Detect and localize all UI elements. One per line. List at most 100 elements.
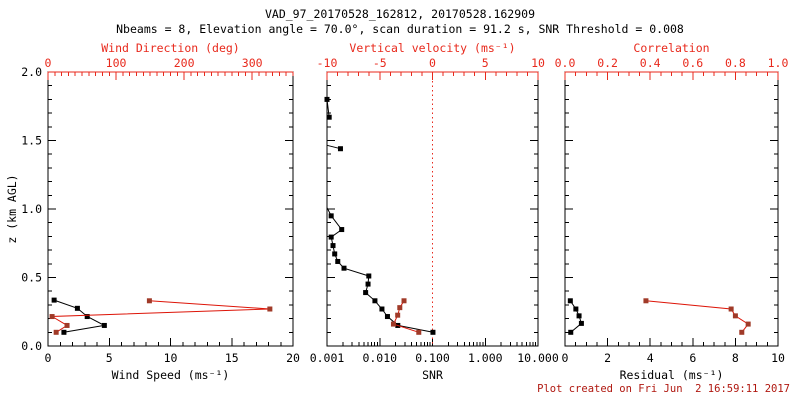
svg-text:300: 300: [242, 56, 263, 70]
vertical-velocity-marker: [397, 305, 403, 311]
wind-direction-marker: [64, 322, 70, 328]
svg-text:0.010: 0.010: [362, 351, 397, 365]
series-correlation: [643, 298, 751, 335]
svg-text:Residual (ms⁻¹): Residual (ms⁻¹): [620, 368, 724, 382]
svg-text:0: 0: [45, 56, 52, 70]
snr-profile-marker: [330, 243, 336, 249]
snr-profile-marker: [430, 329, 436, 335]
panel-snr-top-axis: [326, 71, 539, 80]
svg-text:8: 8: [732, 351, 739, 365]
y-axis-label: z (km AGL): [5, 174, 19, 243]
panel-wind-axes: [47, 71, 294, 347]
svg-text:2.0: 2.0: [21, 65, 42, 79]
correlation-marker: [732, 313, 738, 319]
snr-profile-marker: [328, 213, 334, 219]
panel-wind-top-axis: [47, 71, 294, 80]
svg-text:1.0: 1.0: [768, 56, 789, 70]
snr-profile-marker: [372, 298, 378, 304]
svg-text:-10: -10: [317, 56, 338, 70]
svg-text:10.000: 10.000: [517, 351, 559, 365]
residual-marker: [567, 298, 573, 304]
correlation-marker: [643, 298, 649, 304]
residual-marker: [573, 306, 579, 312]
residual-marker: [578, 320, 584, 326]
snr-profile-marker: [339, 227, 345, 233]
svg-text:Wind Direction (deg): Wind Direction (deg): [101, 41, 239, 55]
plot-title: VAD_97_20170528_162812, 20170528.162909: [264, 7, 536, 21]
vertical-velocity-marker: [401, 298, 407, 304]
snr-profile-marker: [363, 290, 369, 296]
svg-text:0: 0: [562, 351, 569, 365]
correlation-marker: [739, 329, 745, 335]
svg-text:0: 0: [45, 351, 52, 365]
svg-text:1.000: 1.000: [468, 351, 503, 365]
svg-text:-5: -5: [373, 56, 387, 70]
series-snr-profile: [324, 96, 436, 335]
snr-profile-marker: [324, 96, 330, 102]
svg-text:1.5: 1.5: [21, 134, 42, 148]
svg-text:1.0: 1.0: [21, 202, 42, 216]
panel-snr: 0.001 0.010 0.100 1.000 10.000 SNR -10 -5 0 5 10 Ve…: [310, 41, 559, 382]
svg-text:4: 4: [647, 351, 654, 365]
plot-subtitle: Nbeams = 8, Elevation angle = 70.0°, sca…: [116, 22, 684, 36]
snr-profile-marker: [337, 146, 343, 152]
series-residual: [567, 298, 584, 335]
svg-text:0.0: 0.0: [21, 339, 42, 353]
plot-created-stamp: Plot created on Fri Jun 2 16:59:11 2017: [537, 383, 790, 395]
vertical-velocity-marker: [416, 329, 422, 335]
wind-direction-marker: [49, 314, 55, 320]
svg-text:0.0: 0.0: [555, 56, 576, 70]
snr-profile-marker: [341, 265, 347, 271]
svg-text:Vertical velocity (ms⁻¹): Vertical velocity (ms⁻¹): [349, 41, 515, 55]
wind-speed-marker: [84, 314, 90, 320]
snr-profile-marker: [335, 258, 341, 264]
svg-text:Wind Speed (ms⁻¹): Wind Speed (ms⁻¹): [112, 368, 230, 382]
series-wind-speed: [51, 297, 107, 335]
svg-text:0.6: 0.6: [682, 56, 703, 70]
svg-text:100: 100: [106, 56, 127, 70]
svg-text:15: 15: [225, 351, 239, 365]
wind-speed-marker: [51, 297, 57, 303]
correlation-marker: [745, 321, 751, 327]
svg-text:5: 5: [106, 351, 113, 365]
wind-direction-marker: [53, 329, 59, 335]
wind-direction-marker: [146, 298, 152, 304]
svg-text:10: 10: [164, 351, 178, 365]
residual-marker: [576, 313, 582, 319]
svg-text:Correlation: Correlation: [633, 41, 709, 55]
svg-text:0.100: 0.100: [415, 351, 450, 365]
svg-text:10: 10: [771, 351, 785, 365]
correlation-marker: [728, 306, 734, 312]
residual-marker: [568, 329, 574, 335]
svg-text:0.4: 0.4: [640, 56, 661, 70]
wind-direction-marker: [267, 306, 273, 312]
snr-profile-marker: [366, 273, 372, 279]
wind-speed-marker: [74, 305, 80, 311]
svg-text:2: 2: [604, 351, 611, 365]
svg-text:0.5: 0.5: [21, 271, 42, 285]
series-wind-direction: [49, 298, 273, 335]
vertical-velocity-marker: [395, 312, 401, 318]
wind-speed-marker: [101, 322, 107, 328]
snr-profile-marker: [365, 281, 371, 287]
svg-text:200: 200: [174, 56, 195, 70]
wind-speed-marker: [61, 329, 67, 335]
snr-profile-marker: [326, 114, 332, 120]
svg-text:6: 6: [689, 351, 696, 365]
panel-residual: 0 2 4 6 8 10 Residual (ms⁻¹) 0.0 0.2 0.4 0.6 0.8 1.0…: [555, 41, 789, 382]
svg-text:20: 20: [286, 351, 300, 365]
snr-profile-marker: [328, 234, 334, 240]
snr-profile-marker: [332, 251, 338, 257]
snr-profile-marker: [379, 306, 385, 312]
svg-text:SNR: SNR: [422, 368, 443, 382]
series-vertical-velocity: [390, 298, 422, 335]
panel-residual-axes: [564, 71, 779, 347]
svg-text:0.001: 0.001: [310, 351, 345, 365]
svg-text:10: 10: [531, 56, 545, 70]
panel-residual-top-axis: [564, 71, 779, 80]
svg-text:0.8: 0.8: [725, 56, 746, 70]
svg-text:5: 5: [482, 56, 489, 70]
svg-text:0.2: 0.2: [597, 56, 618, 70]
